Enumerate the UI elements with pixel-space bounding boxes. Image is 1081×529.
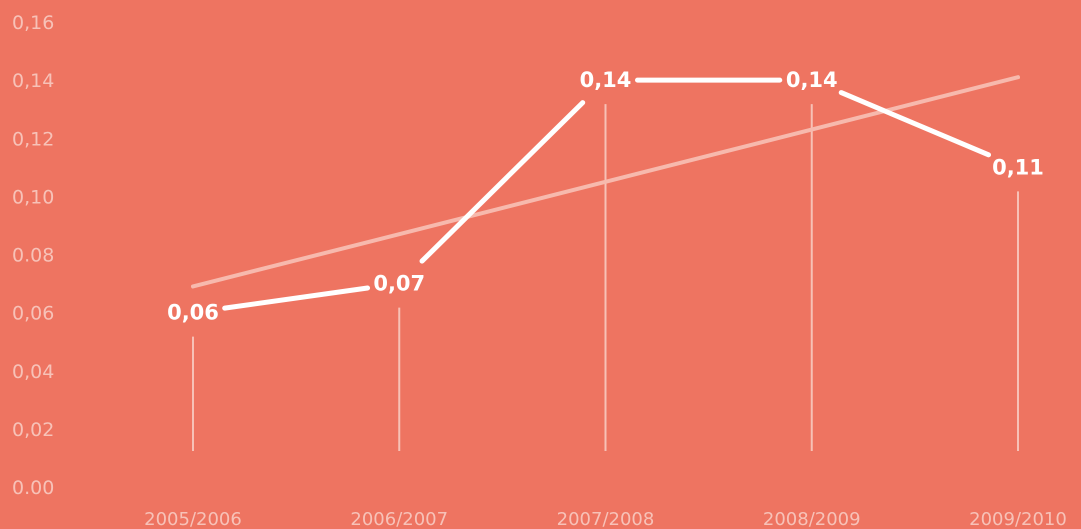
data-label: 0,07 bbox=[373, 272, 425, 296]
y-axis: 0.00 0,02 0,04 0,06 0.08 0,10 0,12 0,14 0,16 bbox=[12, 12, 54, 499]
series-segment bbox=[838, 90, 992, 158]
x-tick-label: 2006/2007 bbox=[350, 509, 448, 529]
y-tick-label: 0,10 bbox=[12, 186, 54, 208]
x-tick-label: 2007/2008 bbox=[557, 509, 655, 529]
data-label: 0,11 bbox=[992, 155, 1044, 179]
y-tick-label: 0,12 bbox=[12, 128, 54, 150]
series-segment bbox=[222, 285, 371, 311]
data-label: 0,14 bbox=[580, 68, 632, 92]
x-tick-label: 2008/2009 bbox=[763, 509, 861, 529]
x-tick-label: 2005/2006 bbox=[144, 509, 242, 529]
x-axis: 2005/2006 2006/2007 2007/2008 2008/2009 2009… bbox=[144, 509, 1067, 529]
data-label: 0,14 bbox=[786, 68, 838, 92]
data-label: 0,06 bbox=[167, 301, 219, 325]
y-tick-label: 0,16 bbox=[12, 12, 54, 34]
y-tick-label: 0,02 bbox=[12, 419, 54, 441]
trendline-layer bbox=[191, 75, 1020, 289]
y-tick-label: 0.08 bbox=[12, 245, 54, 267]
y-tick-label: 0.00 bbox=[12, 477, 54, 499]
y-tick-label: 0,14 bbox=[12, 70, 54, 92]
series-layer: 0,06 0,07 0,14 0,14 0,11 bbox=[167, 68, 1044, 325]
x-tick-label: 2009/2010 bbox=[969, 509, 1067, 529]
series-segment bbox=[419, 100, 586, 264]
y-tick-label: 0,06 bbox=[12, 303, 54, 325]
y-tick-label: 0,04 bbox=[12, 361, 54, 383]
drop-lines bbox=[192, 104, 1019, 451]
trendline bbox=[191, 75, 1020, 289]
